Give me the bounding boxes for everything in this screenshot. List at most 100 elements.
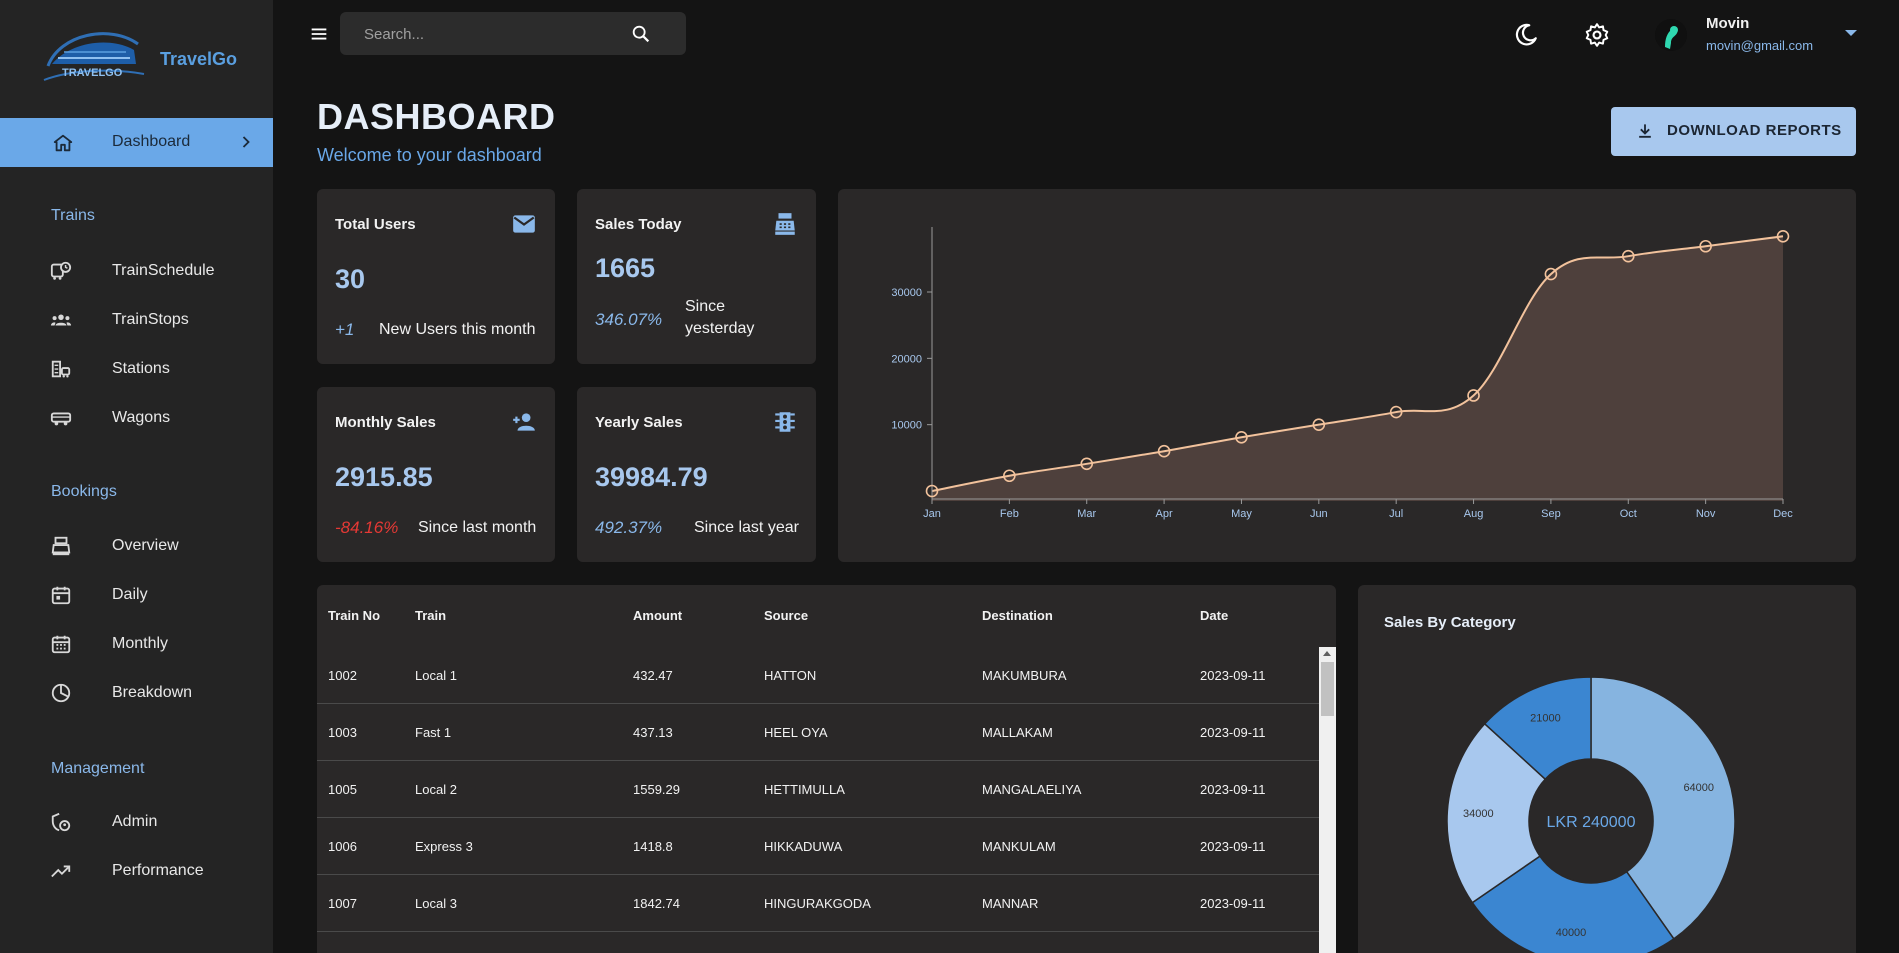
sidebar-item-admin[interactable]: Admin	[0, 802, 273, 842]
table-cell: 1418.8	[633, 839, 673, 854]
stat-note: New Users this month	[379, 321, 536, 338]
table-row[interactable]: 1005 Local 2 1559.29 HETTIMULLA MANGALAELIYA…	[317, 761, 1319, 818]
table-header-cell[interactable]: Source	[764, 608, 809, 623]
admin-icon	[51, 812, 71, 832]
chart-x-tick-label: Nov	[1696, 508, 1716, 520]
chart-point[interactable]	[1699, 239, 1712, 253]
chevron-right-icon	[242, 136, 250, 148]
table-cell: Local 1	[415, 668, 457, 683]
table-cell: 1002	[328, 668, 357, 683]
table-cell: 437.13	[633, 725, 673, 740]
scroll-up-arrow[interactable]	[1323, 651, 1331, 656]
sidebar-item-overview[interactable]: Overview	[0, 526, 273, 566]
avatar[interactable]	[1655, 19, 1687, 51]
table-row[interactable]: 1007 Local 3 1842.74 HINGURAKGODA MANNAR 2023…	[317, 875, 1319, 932]
sidebar-item-label: Overview	[112, 537, 179, 554]
sidebar-item-trainstops[interactable]: TrainStops	[0, 300, 273, 340]
section-title-bookings: Bookings	[51, 483, 117, 500]
stat-delta: -84.16%	[335, 518, 399, 537]
download-reports-button[interactable]: DOWNLOAD REPORTS	[1611, 107, 1856, 156]
table-cell: HATTON	[764, 668, 817, 683]
table-header-cell[interactable]: Train	[415, 608, 447, 623]
table-cell: 1842.74	[633, 896, 680, 911]
table-cell: Local 2	[415, 782, 457, 797]
table-cell: Express 3	[415, 839, 473, 854]
table-row[interactable]: 1002 Local 1 432.47 HATTON MAKUMBURA 2023-09-…	[317, 647, 1319, 704]
chart-point[interactable]	[1157, 444, 1171, 458]
pie-slice[interactable]	[1446, 722, 1547, 904]
chevron-down-icon[interactable]	[1843, 27, 1859, 39]
scroll-thumb[interactable]	[1321, 662, 1334, 716]
stat-note: Since yesterday	[685, 298, 755, 337]
stat-delta: +1	[335, 320, 355, 339]
sidebar-item-label: Performance	[112, 862, 204, 879]
sidebar-item-label: Stations	[112, 360, 170, 377]
search-input[interactable]	[364, 23, 624, 45]
gear-icon[interactable]	[1584, 22, 1610, 48]
table-row[interactable]: 1006 Express 3 1418.8 HIKKADUWA MANKULAM 2023…	[317, 818, 1319, 875]
sales-line-chart: 10000 20000 30000 Jan Feb Mar Apr May Jun Jul Aug S…	[891, 227, 1793, 520]
sidebar-item-monthly[interactable]: Monthly	[0, 624, 273, 664]
stat-delta: 346.07%	[595, 310, 663, 329]
section-title-trains: Trains	[51, 207, 95, 224]
traffic-icon	[775, 412, 795, 432]
chart-x-tick-label: Dec	[1773, 508, 1793, 520]
table-header-cell[interactable]: Amount	[633, 608, 683, 623]
sales-line-chart-card: 10000 20000 30000 Jan Feb Mar Apr May Jun Jul Aug S…	[838, 189, 1856, 562]
chart-point[interactable]	[1621, 249, 1635, 263]
pie-slice[interactable]	[1483, 676, 1592, 781]
table-header-cell[interactable]: Destination	[982, 608, 1053, 623]
wagon-icon	[50, 412, 72, 426]
chart-point[interactable]	[1776, 229, 1790, 243]
chart-point[interactable]	[1312, 418, 1326, 431]
chart-point[interactable]	[925, 484, 939, 498]
sidebar-item-label: TrainStops	[112, 311, 189, 328]
user-email: movin@gmail.com	[1706, 38, 1814, 53]
sidebar-item-stations[interactable]: Stations	[0, 349, 273, 389]
calendar-month-icon	[51, 635, 71, 654]
pie-title: Sales By Category	[1384, 614, 1516, 631]
stat-note: Since last month	[418, 519, 537, 536]
mail-icon	[513, 215, 535, 233]
table-cell: 1005	[328, 782, 357, 797]
pie-slice-label: 64000	[1683, 782, 1714, 794]
table-cell: HIKKADUWA	[764, 839, 843, 854]
sidebar-item-trainschedule[interactable]: TrainSchedule	[0, 251, 273, 291]
sidebar-item-dashboard[interactable]: Dashboard	[0, 118, 273, 167]
sidebar-item-wagons[interactable]: Wagons	[0, 398, 273, 438]
sidebar-item-daily[interactable]: Daily	[0, 575, 273, 615]
register-icon	[51, 536, 71, 556]
chart-point[interactable]	[1003, 469, 1016, 483]
table-scrollbar[interactable]	[1319, 647, 1336, 953]
brand[interactable]: TRAVELGO TravelGo	[40, 24, 260, 94]
svg-text:TRAVELGO: TRAVELGO	[62, 67, 123, 79]
table-header-cell[interactable]: Train No	[328, 608, 381, 623]
sidebar-item-label: Wagons	[112, 409, 171, 426]
chart-point[interactable]	[1467, 389, 1480, 402]
table-cell: 2023-09-11	[1200, 782, 1266, 797]
pie-slice[interactable]	[1471, 855, 1675, 953]
table-cell: 2023-09-11	[1200, 896, 1266, 911]
chart-point[interactable]	[1544, 267, 1558, 281]
sidebar-item-label: Admin	[112, 813, 158, 830]
sales-by-category-chart: 64000 40000 34000 21000 LKR 240000	[1446, 676, 1736, 953]
stat-card-yearly-sales: Yearly Sales 39984.79 492.37% Since last…	[577, 387, 816, 562]
chart-point[interactable]	[1235, 430, 1248, 444]
chart-point[interactable]	[1389, 405, 1403, 419]
chart-point[interactable]	[1080, 457, 1094, 471]
calendar-day-icon	[51, 586, 71, 605]
stat-card-sales-today: Sales Today 1665 346.07% Since yesterday	[577, 189, 816, 364]
menu-icon[interactable]	[308, 23, 330, 45]
table-cell: HINGURAKGODA	[764, 896, 871, 911]
station-icon	[51, 360, 71, 378]
pie-slice[interactable]	[1590, 676, 1736, 940]
table-row[interactable]: 1003 Fast 1 437.13 HEEL OYA MALLAKAM 2023-09-…	[317, 704, 1319, 761]
search-icon[interactable]	[630, 23, 652, 45]
table-header-cell[interactable]: Date	[1200, 608, 1229, 623]
dark-mode-icon[interactable]	[1513, 22, 1539, 48]
sidebar-item-performance[interactable]: Performance	[0, 851, 273, 891]
sidebar-item-breakdown[interactable]: Breakdown	[0, 673, 273, 713]
stat-card-monthly-sales: Monthly Sales 2915.85 -84.16% Since last…	[317, 387, 555, 562]
stat-title: Monthly Sales	[335, 414, 436, 431]
